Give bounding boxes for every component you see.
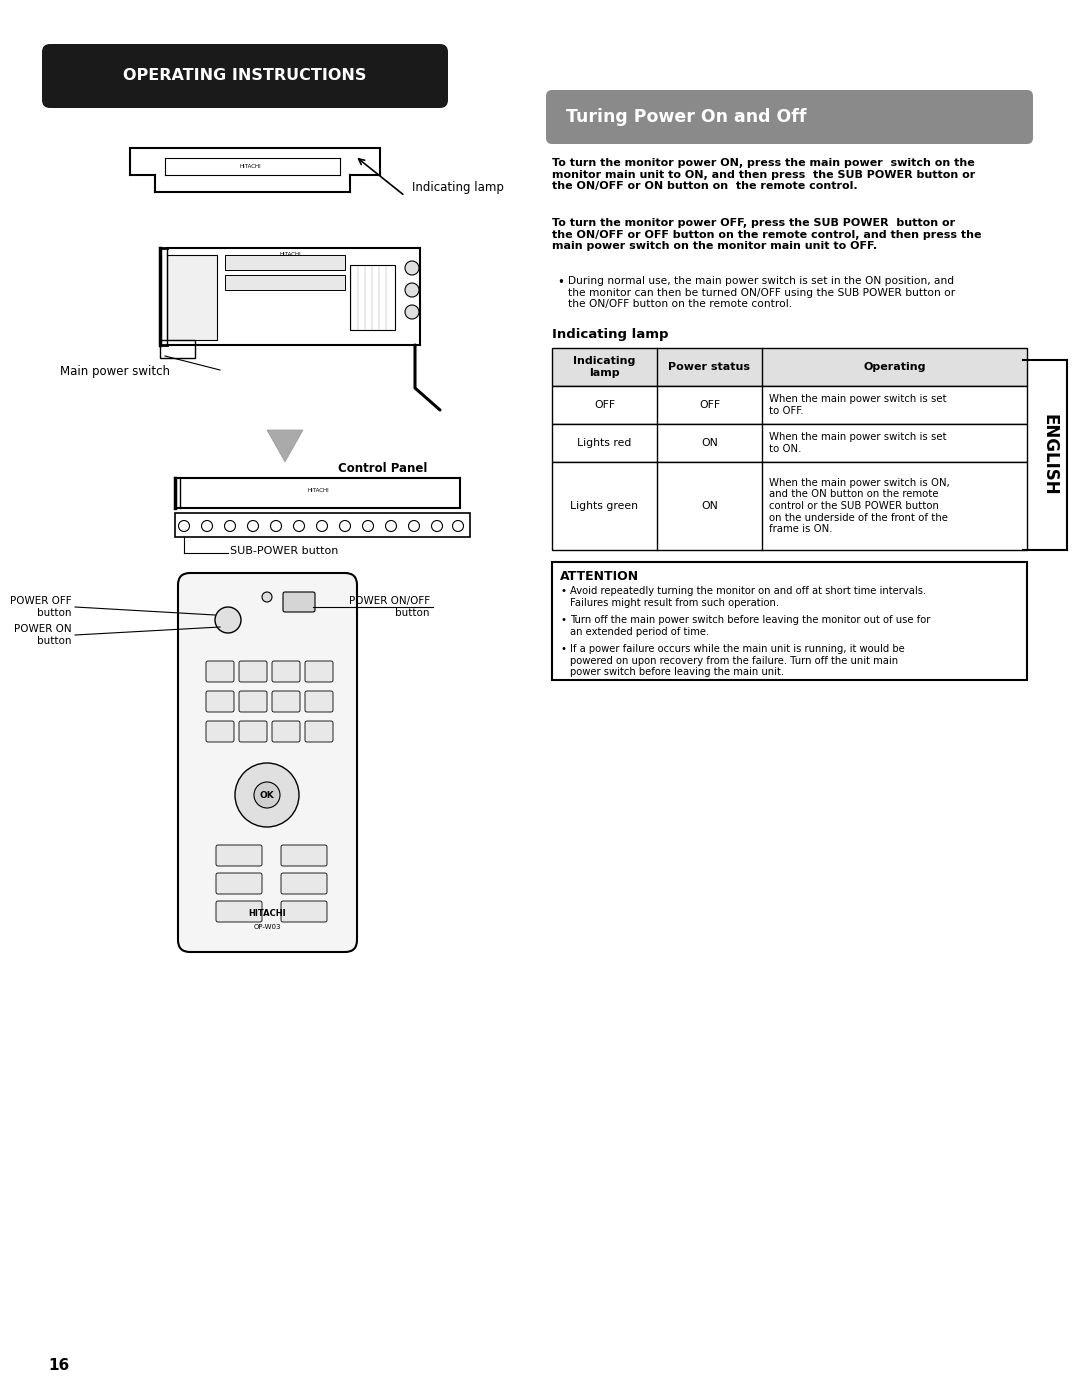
Text: ENGLISH: ENGLISH <box>1041 414 1059 496</box>
FancyBboxPatch shape <box>216 901 262 922</box>
Circle shape <box>363 521 374 531</box>
Text: •: • <box>561 585 566 597</box>
Text: When the main power switch is set
to OFF.: When the main power switch is set to OFF… <box>769 394 947 416</box>
Circle shape <box>432 521 443 531</box>
Text: Turing Power On and Off: Turing Power On and Off <box>566 108 807 126</box>
Bar <box>552 462 1027 550</box>
Circle shape <box>453 521 463 531</box>
FancyBboxPatch shape <box>281 845 327 866</box>
Text: OFF: OFF <box>699 400 720 409</box>
FancyBboxPatch shape <box>272 721 300 742</box>
FancyBboxPatch shape <box>206 721 234 742</box>
Text: Control Panel: Control Panel <box>338 461 428 475</box>
Text: OK: OK <box>259 791 274 799</box>
FancyBboxPatch shape <box>305 661 333 682</box>
Circle shape <box>225 521 235 531</box>
FancyBboxPatch shape <box>272 661 300 682</box>
Text: OPERATING INSTRUCTIONS: OPERATING INSTRUCTIONS <box>123 68 367 84</box>
Text: ON: ON <box>701 502 718 511</box>
Bar <box>552 348 1027 386</box>
Text: •: • <box>557 277 564 289</box>
Circle shape <box>254 782 280 807</box>
FancyBboxPatch shape <box>272 692 300 712</box>
FancyBboxPatch shape <box>305 692 333 712</box>
Circle shape <box>235 763 299 827</box>
Text: Turn off the main power switch before leaving the monitor out of use for
an exte: Turn off the main power switch before le… <box>570 615 930 637</box>
Circle shape <box>178 521 189 531</box>
Bar <box>167 256 217 339</box>
Text: Main power switch: Main power switch <box>60 366 170 379</box>
Text: Lights green: Lights green <box>570 502 638 511</box>
FancyBboxPatch shape <box>216 845 262 866</box>
FancyBboxPatch shape <box>281 901 327 922</box>
Text: HITACHI: HITACHI <box>279 253 301 257</box>
Text: When the main power switch is ON,
and the ON button on the remote
control or the: When the main power switch is ON, and th… <box>769 478 949 534</box>
Bar <box>225 256 345 270</box>
FancyBboxPatch shape <box>283 592 315 612</box>
Bar <box>552 562 1027 680</box>
Circle shape <box>408 521 419 531</box>
Text: ATTENTION: ATTENTION <box>561 570 639 583</box>
Circle shape <box>247 521 258 531</box>
FancyBboxPatch shape <box>239 721 267 742</box>
FancyBboxPatch shape <box>42 43 448 108</box>
Bar <box>350 265 395 330</box>
Text: If a power failure occurs while the main unit is running, it would be
powered on: If a power failure occurs while the main… <box>570 644 905 678</box>
Text: To turn the monitor power ON, press the main power  switch on the
monitor main u: To turn the monitor power ON, press the … <box>552 158 975 191</box>
Text: OFF: OFF <box>594 400 616 409</box>
Circle shape <box>316 521 327 531</box>
Text: SUB-POWER button: SUB-POWER button <box>230 546 338 556</box>
FancyBboxPatch shape <box>281 873 327 894</box>
Circle shape <box>294 521 305 531</box>
Circle shape <box>215 608 241 633</box>
Bar <box>225 275 345 291</box>
Circle shape <box>386 521 396 531</box>
Bar <box>552 386 1027 425</box>
Text: •: • <box>561 644 566 654</box>
Polygon shape <box>267 430 303 462</box>
Text: Power status: Power status <box>669 362 751 372</box>
Text: •: • <box>561 615 566 624</box>
FancyBboxPatch shape <box>239 692 267 712</box>
Text: HITACHI: HITACHI <box>239 165 261 169</box>
Text: Operating: Operating <box>863 362 926 372</box>
Circle shape <box>405 284 419 298</box>
Circle shape <box>202 521 213 531</box>
Text: POWER ON
button: POWER ON button <box>14 624 72 645</box>
Text: To turn the monitor power OFF, press the SUB POWER  button or
the ON/OFF or OFF : To turn the monitor power OFF, press the… <box>552 218 982 251</box>
Text: When the main power switch is set
to ON.: When the main power switch is set to ON. <box>769 432 947 454</box>
Text: POWER OFF
button: POWER OFF button <box>11 597 72 617</box>
Text: 16: 16 <box>48 1358 69 1372</box>
Circle shape <box>339 521 351 531</box>
Bar <box>175 513 470 536</box>
FancyBboxPatch shape <box>216 873 262 894</box>
FancyBboxPatch shape <box>206 692 234 712</box>
Circle shape <box>405 305 419 319</box>
FancyBboxPatch shape <box>206 661 234 682</box>
Text: Lights red: Lights red <box>578 439 632 448</box>
FancyBboxPatch shape <box>305 721 333 742</box>
Text: Indicating lamp: Indicating lamp <box>411 182 504 194</box>
Bar <box>160 339 195 358</box>
Text: HITACHI: HITACHI <box>248 908 286 918</box>
Text: OP-W03: OP-W03 <box>253 923 281 930</box>
Bar <box>552 425 1027 462</box>
Text: During normal use, the main power switch is set in the ON position, and
the moni: During normal use, the main power switch… <box>568 277 955 309</box>
Circle shape <box>405 261 419 275</box>
Text: HITACHI: HITACHI <box>307 489 329 493</box>
Text: POWER ON/OFF
button: POWER ON/OFF button <box>349 597 430 617</box>
Text: Avoid repeatedly turning the monitor on and off at short time intervals.
Failure: Avoid repeatedly turning the monitor on … <box>570 585 927 608</box>
FancyBboxPatch shape <box>178 573 357 951</box>
Circle shape <box>270 521 282 531</box>
Text: Indicating
lamp: Indicating lamp <box>573 356 636 377</box>
Text: ON: ON <box>701 439 718 448</box>
Text: Indicating lamp: Indicating lamp <box>552 328 669 341</box>
Circle shape <box>262 592 272 602</box>
FancyBboxPatch shape <box>239 661 267 682</box>
FancyBboxPatch shape <box>546 89 1032 144</box>
